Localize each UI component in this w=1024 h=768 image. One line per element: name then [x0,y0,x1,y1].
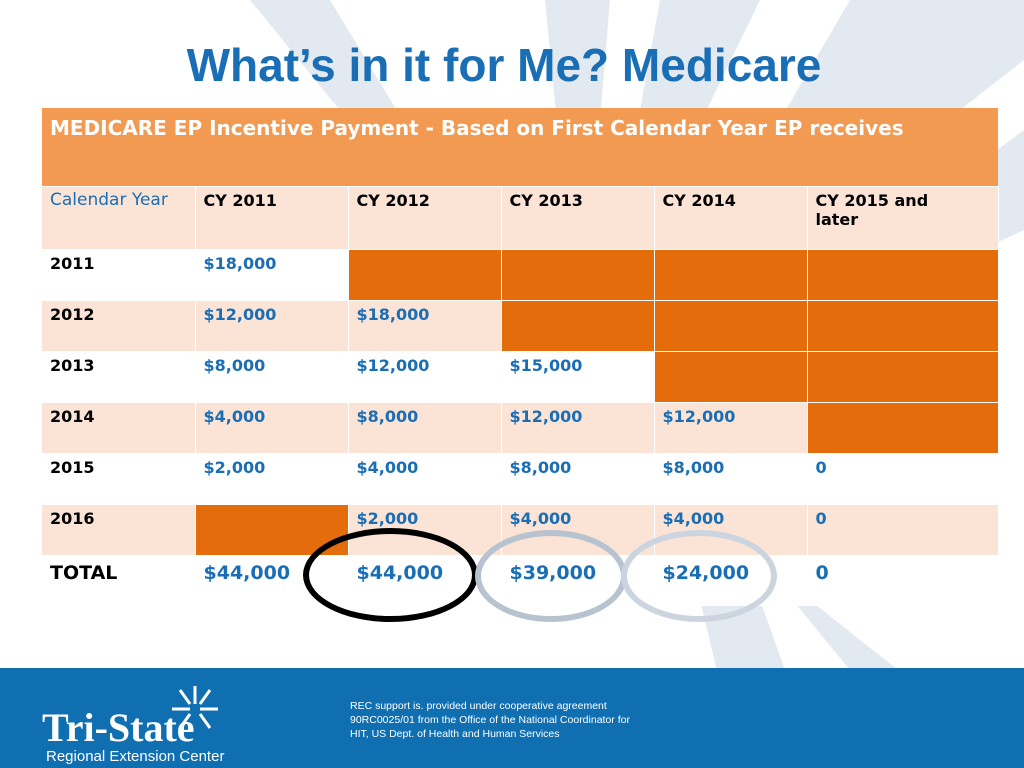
table-cell: $18,000 [195,249,349,301]
table-cell-filled [654,351,808,403]
column-header-cy2013: CY 2013 [501,186,655,250]
table-header: MEDICARE EP Incentive Payment - Based on… [42,108,999,187]
table-row: 2011 $18,000 [42,249,999,301]
row-year: 2016 [42,504,196,556]
table-cell: $8,000 [654,453,808,505]
table-header-row: MEDICARE EP Incentive Payment - Based on… [42,108,999,187]
logo-text: Tri-State [42,705,195,750]
highlight-ellipse-gray [475,530,627,622]
row-year: 2012 [42,300,196,352]
table-cell: $4,000 [195,402,349,454]
table-cell: $8,000 [348,402,502,454]
page-title: What’s in it for Me? Medicare [186,39,822,91]
table-cell: $18,000 [348,300,502,352]
table-cell: $15,000 [501,351,655,403]
column-header-cy2014: CY 2014 [654,186,808,250]
highlight-ellipse-black [303,528,478,622]
table-cell-filled [807,351,999,403]
row-year: 2014 [42,402,196,454]
column-header-cy2015-later: CY 2015 and later [807,186,999,250]
row-year: 2011 [42,249,196,301]
table-cell: $8,000 [195,351,349,403]
highlight-ellipse-light [621,530,777,622]
table-cell-filled [501,300,655,352]
column-header-row: Calendar Year CY 2011 CY 2012 CY 2013 CY… [42,186,999,250]
column-header-cy2012: CY 2012 [348,186,502,250]
support-text: REC support is. provided under cooperati… [350,700,630,740]
row-year: 2015 [42,453,196,505]
column-header-cy2011: CY 2011 [195,186,349,250]
table-row: 2015 $2,000 $4,000 $8,000 $8,000 0 [42,453,999,505]
table-row: 2012 $12,000 $18,000 [42,300,999,352]
total-label: TOTAL [42,555,196,606]
table-row: 2014 $4,000 $8,000 $12,000 $12,000 [42,402,999,454]
total-cell: 0 [807,555,999,606]
table-cell: $8,000 [501,453,655,505]
footer-bar: Tri-State Regional Extension Center REC … [0,668,1024,768]
table-cell-filled [654,300,808,352]
table-cell-filled [348,249,502,301]
table-cell-filled [807,402,999,454]
table-cell-filled [654,249,808,301]
table-row: 2013 $8,000 $12,000 $15,000 [42,351,999,403]
logo-subtitle: Regional Extension Center [46,748,225,765]
table-cell: $12,000 [195,300,349,352]
table-cell-filled [501,249,655,301]
star-logo-icon [172,686,218,729]
incentive-table: MEDICARE EP Incentive Payment - Based on… [42,108,999,606]
table-cell-filled [807,249,999,301]
row-year: 2013 [42,351,196,403]
table-cell: $12,000 [654,402,808,454]
table-cell: $4,000 [348,453,502,505]
table-cell: 0 [807,504,999,556]
table-cell-filled [807,300,999,352]
table-cell: $12,000 [348,351,502,403]
table-cell: $12,000 [501,402,655,454]
table-cell: 0 [807,453,999,505]
column-header-calendar-year: Calendar Year [42,186,196,250]
table-cell: $2,000 [195,453,349,505]
